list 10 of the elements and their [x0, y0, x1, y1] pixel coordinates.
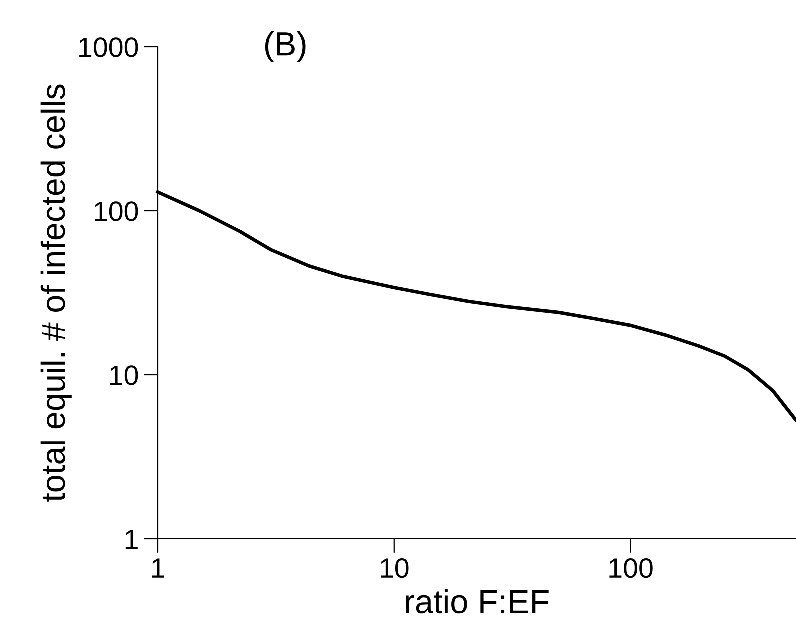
y-tick-label: 100 — [95, 202, 138, 222]
x-tick-label: 100 — [610, 558, 653, 578]
y-tick-label: 1 — [126, 530, 138, 550]
x-tick-label: 1 — [152, 558, 164, 578]
chart-title: (B) — [265, 31, 306, 63]
x-tick-label: 10 — [381, 558, 409, 578]
y-tick-label: 10 — [110, 366, 138, 386]
y-axis-title: total equil. # of infected cells — [40, 84, 72, 502]
x-axis-title: ratio F:EF — [406, 589, 549, 614]
y-tick-label: 1000 — [80, 38, 138, 58]
